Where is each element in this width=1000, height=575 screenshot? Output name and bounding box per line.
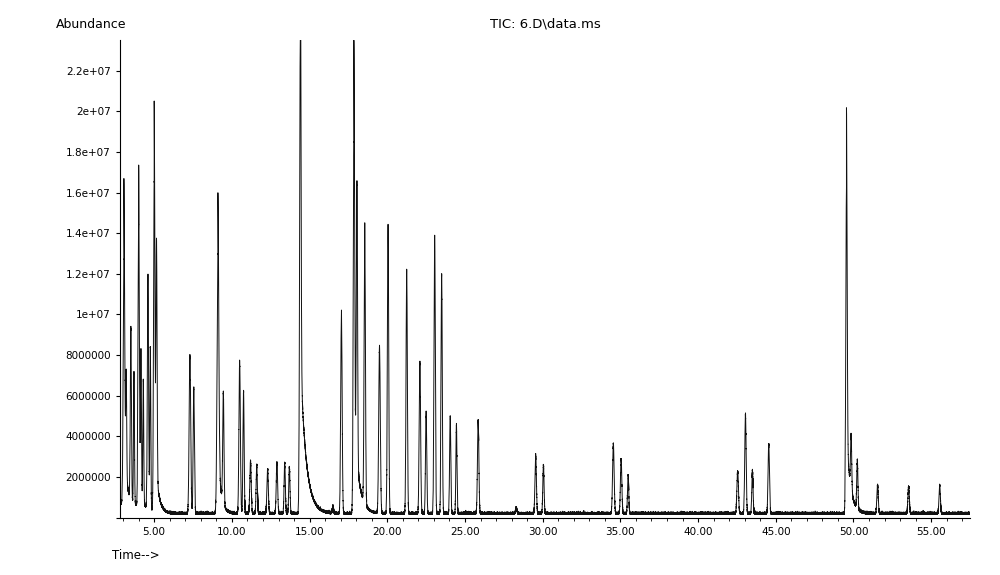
- Text: Time-->: Time-->: [112, 549, 159, 562]
- Text: TIC: 6.D\data.ms: TIC: 6.D\data.ms: [490, 18, 600, 30]
- Text: Abundance: Abundance: [56, 18, 127, 30]
